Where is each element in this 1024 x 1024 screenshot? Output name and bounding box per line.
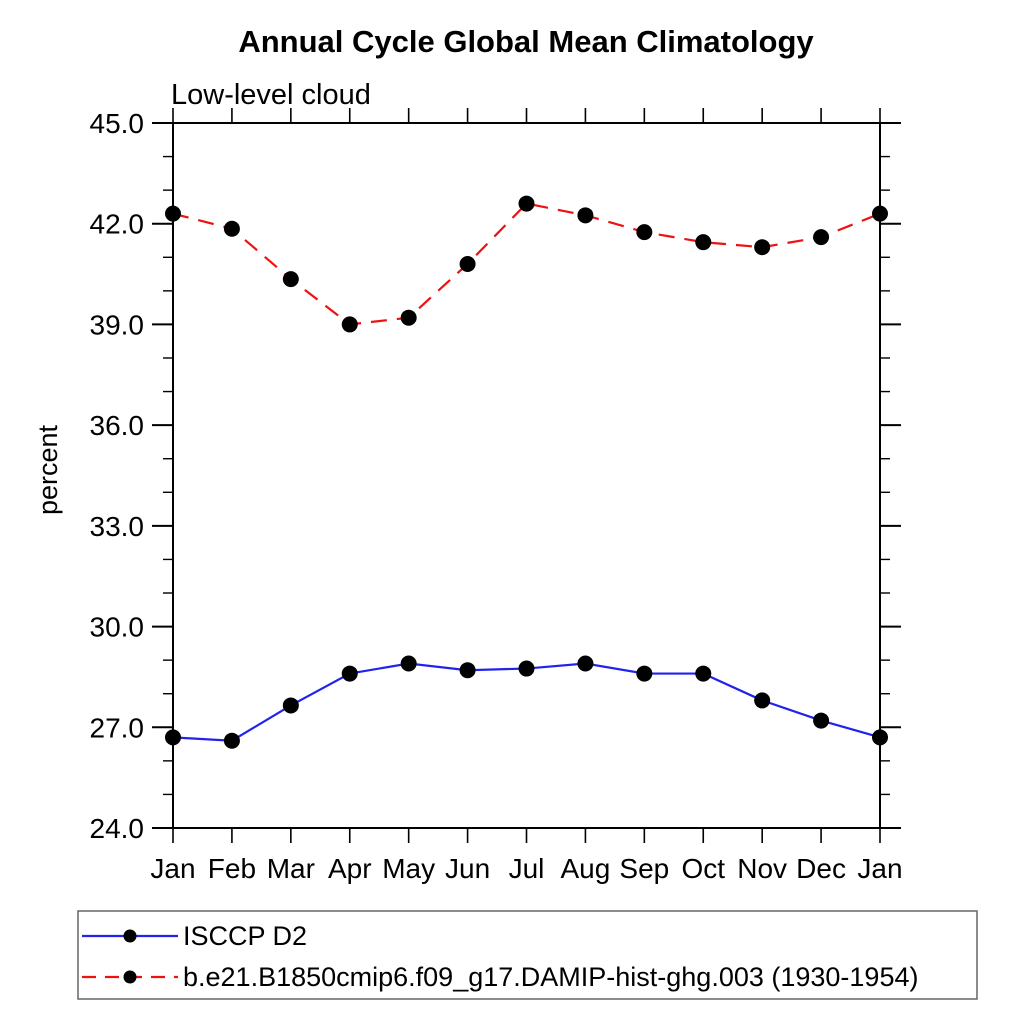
chart-subtitle: Low-level cloud <box>171 79 371 111</box>
y-tick-label: 30.0 <box>90 612 145 643</box>
data-point <box>813 229 830 246</box>
data-point <box>695 665 712 682</box>
y-tick-label: 36.0 <box>90 410 145 441</box>
x-tick-label: Nov <box>737 853 787 884</box>
data-point <box>695 234 712 251</box>
data-point <box>813 712 830 729</box>
data-point <box>400 309 417 326</box>
legend-marker <box>123 970 137 984</box>
data-point <box>223 732 240 749</box>
plot-area: 24.0 27.0 30.0 33.0 36.0 39.0 42.0 45.0 Jan Feb Ma… <box>90 108 903 884</box>
data-point <box>341 316 358 333</box>
x-tick-label: Jan <box>150 853 195 884</box>
y-tick-label: 39.0 <box>90 309 145 340</box>
x-tick-label: Jul <box>509 853 545 884</box>
data-point <box>165 205 181 222</box>
chart-title: Annual Cycle Global Mean Climatology <box>238 24 814 59</box>
legend-box <box>77 910 978 1000</box>
plot-frame <box>172 122 881 829</box>
data-point <box>165 729 181 746</box>
data-point <box>577 207 594 224</box>
data-point <box>223 220 240 237</box>
data-point <box>518 660 535 677</box>
data-point <box>872 205 888 222</box>
x-tick-label: Oct <box>681 853 725 884</box>
y-tick-label: 45.0 <box>90 108 145 139</box>
data-point <box>754 239 771 256</box>
legend-label: ISCCP D2 <box>183 921 307 951</box>
x-tick-label: May <box>382 853 435 884</box>
data-point <box>282 697 299 714</box>
data-point <box>459 662 476 679</box>
y-tick-label: 24.0 <box>90 813 145 844</box>
data-point <box>636 665 653 682</box>
data-point <box>282 271 299 288</box>
x-tick-label: Apr <box>328 853 372 884</box>
x-tick-label: Sep <box>619 853 669 884</box>
series-line-1 <box>172 202 881 326</box>
x-tick-label: Jan <box>857 853 902 884</box>
data-point <box>518 195 535 212</box>
data-point <box>577 655 594 672</box>
y-axis-label: percent <box>33 424 63 515</box>
data-point <box>754 692 771 709</box>
x-tick-label: Dec <box>796 853 846 884</box>
legend-marker <box>123 929 137 943</box>
x-tick-label: Jun <box>445 853 490 884</box>
data-point <box>341 665 358 682</box>
x-tick-label: Aug <box>561 853 611 884</box>
y-tick-label: 27.0 <box>90 712 145 743</box>
x-tick-label: Mar <box>267 853 315 884</box>
x-tick-label: Feb <box>208 853 256 884</box>
legend: ISCCP D2 b.e21.B1850cmip6.f09_g17.DAMIP-h… <box>77 910 978 1000</box>
legend-label: b.e21.B1850cmip6.f09_g17.DAMIP-hist-ghg.… <box>183 962 918 992</box>
data-point <box>459 256 476 272</box>
y-tick-label: 42.0 <box>90 209 145 240</box>
data-point <box>636 224 653 241</box>
data-point <box>872 729 888 746</box>
y-tick-label: 33.0 <box>90 511 145 542</box>
data-point <box>400 655 417 672</box>
